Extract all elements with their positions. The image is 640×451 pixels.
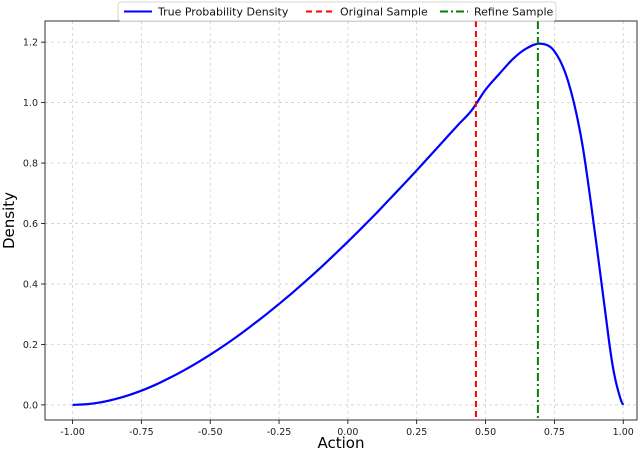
y-tick-label: 0.4	[23, 279, 38, 290]
grid	[45, 21, 637, 420]
y-tick-label: 0.8	[23, 159, 38, 170]
y-tick-label: 0.0	[23, 400, 38, 411]
x-tick-label: -1.00	[60, 427, 85, 438]
x-tick-label: -0.25	[267, 427, 292, 438]
x-axis-label: Action	[318, 434, 365, 451]
x-tick-label: -0.75	[129, 427, 154, 438]
axis-ticks: -1.00 -0.75 -0.50 -0.25 0.00 0.25 0.50 0.75 1.00…	[23, 38, 634, 438]
x-tick-label: 0.50	[475, 427, 496, 438]
y-tick-label: 1.0	[23, 98, 38, 109]
legend-box	[117, 1, 557, 22]
y-axis-label: Density	[0, 192, 18, 249]
x-tick-label: 1.00	[613, 427, 634, 438]
legend-label: True Probability Density	[157, 6, 289, 19]
x-tick-label: -0.50	[198, 427, 223, 438]
y-tick-label: 0.6	[23, 219, 38, 230]
x-tick-label: 0.00	[337, 427, 358, 438]
y-tick-label: 0.2	[23, 340, 38, 351]
legend: True Probability Density Original Sample R…	[117, 1, 557, 22]
y-tick-label: 1.2	[23, 38, 38, 49]
legend-label: Original Sample	[340, 6, 428, 19]
legend-label: Refine Sample	[474, 6, 554, 19]
x-tick-label: 0.75	[544, 427, 565, 438]
density-curve	[72, 42, 625, 406]
plot-series	[72, 21, 625, 420]
x-tick-label: 0.25	[406, 427, 427, 438]
plot-frame	[44, 20, 638, 421]
